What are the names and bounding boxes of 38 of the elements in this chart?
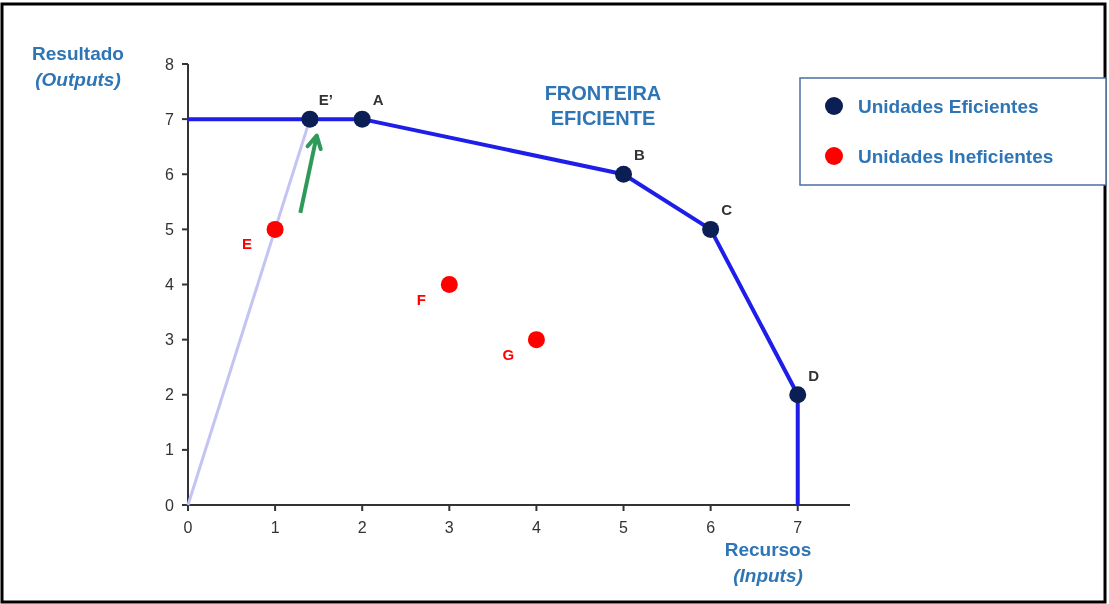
data-label: G (502, 345, 515, 363)
annotation: FRONTEIRA EFICIENTE (544, 82, 662, 129)
x-tick-label: 1 (270, 519, 280, 536)
point (301, 110, 319, 128)
x-tick-label: 3 (444, 519, 454, 536)
legend-label: Unidades Eficientes (858, 95, 1039, 117)
y-tick-label: 1 (165, 441, 175, 459)
y-axis-title: Resultado (Outputs) (32, 43, 124, 90)
point (440, 276, 458, 293)
data-label: F (416, 290, 426, 308)
y-tick-label: 4 (165, 276, 175, 294)
data-label: A (372, 91, 384, 109)
x-tick-label: 2 (357, 519, 367, 536)
point (527, 331, 545, 349)
data-label: E (242, 235, 253, 253)
data-label: B (634, 146, 646, 164)
x-tick-label: 0 (183, 519, 193, 536)
point (615, 165, 633, 183)
x-tick-label: 5 (619, 519, 629, 536)
y-tick-label: 2 (165, 386, 175, 404)
data-label: C (721, 201, 733, 219)
data-label: D (808, 366, 820, 384)
x-tick-label: 4 (531, 519, 541, 536)
x-tick-label: 7 (793, 519, 803, 536)
y-tick-label: 3 (165, 331, 175, 349)
point (266, 220, 284, 238)
y-tick-label: 5 (165, 220, 175, 238)
y-tick-label: 7 (165, 110, 175, 128)
data-label: E’ (318, 91, 334, 109)
y-tick-label: 8 (165, 55, 175, 73)
legend-label: Unidades Ineficientes (858, 145, 1054, 167)
point (702, 220, 720, 238)
x-tick-label: 6 (706, 519, 716, 536)
y-tick-label: 6 (165, 165, 175, 183)
point (353, 110, 371, 128)
point (789, 386, 807, 404)
x-axis-title: Recursos (Inputs) (724, 539, 812, 586)
y-tick-label: 0 (165, 496, 175, 514)
